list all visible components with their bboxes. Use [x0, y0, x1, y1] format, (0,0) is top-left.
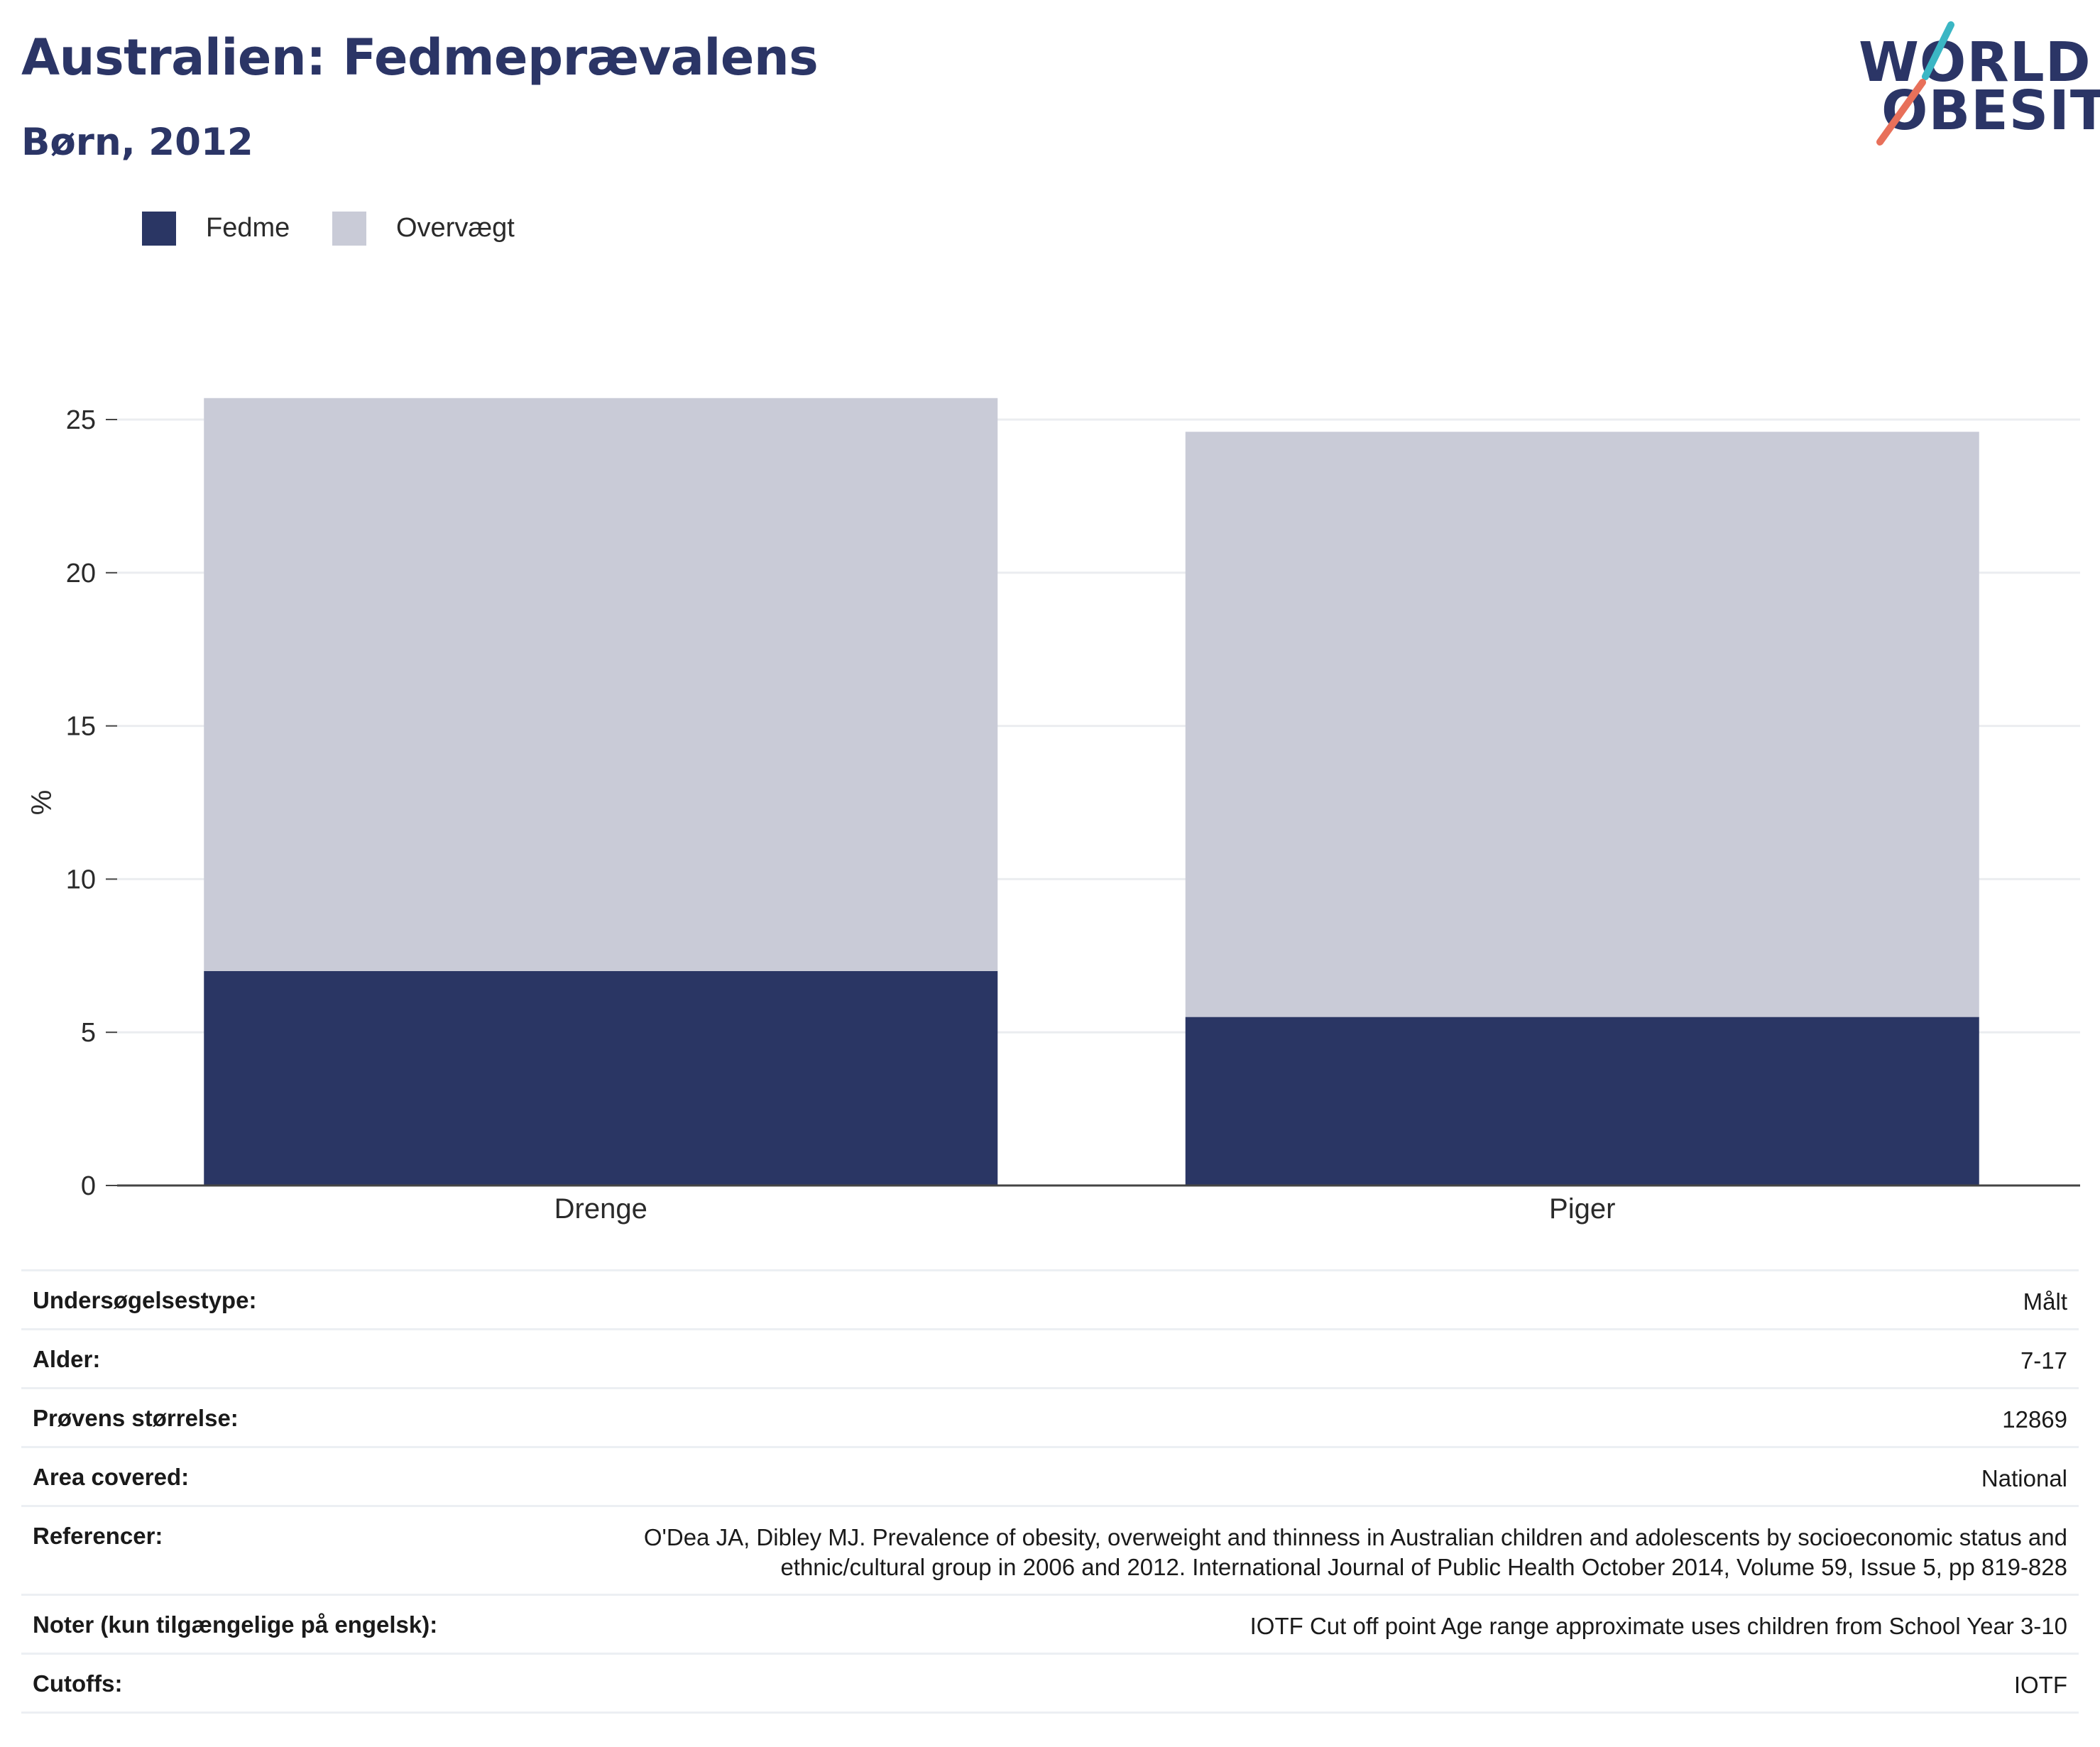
bar-overvgt-piger — [1185, 432, 1979, 1017]
info-row: Alder: 7-17 — [21, 1328, 2079, 1387]
x-tick-label: Drenge — [554, 1193, 647, 1225]
legend-swatch-overvaegt — [332, 212, 366, 246]
info-value: IOTF Cut off point Age range approximate… — [1249, 1613, 2067, 1639]
world-obesity-logo[interactable]: WORLD OBESITY — [1846, 21, 2100, 149]
y-tick-label: 10 — [66, 865, 96, 894]
info-value: National — [1981, 1465, 2067, 1491]
info-value: O'Dea JA, Dibley MJ. Prevalence of obesi… — [644, 1507, 2079, 1582]
info-row: Referencer: O'Dea JA, Dibley MJ. Prevalen… — [21, 1505, 2079, 1594]
bar-fedme-drenge — [204, 970, 998, 1185]
y-tick-label: 5 — [81, 1018, 96, 1048]
stacked-bar-chart: 0 5 10 15 20 25% Drenge Piger — [26, 398, 2080, 1225]
bar-fedme-piger — [1185, 1017, 1979, 1185]
info-value: 12869 — [2002, 1406, 2067, 1433]
info-row: Noter (kun tilgængelige på engelsk): IOTF… — [21, 1594, 2079, 1653]
info-value: Målt — [2023, 1288, 2067, 1315]
info-label: Undersøgelsestype: — [33, 1287, 257, 1313]
reference-line: O'Dea JA, Dibley MJ. Prevalence of obesi… — [643, 1524, 2067, 1550]
info-value: 7-17 — [2020, 1347, 2067, 1374]
page-subtitle: Børn, 2012 — [21, 121, 253, 164]
logo-line-1: WORLD — [1859, 31, 2091, 94]
info-row: Area covered: National — [21, 1446, 2079, 1505]
y-tick-label: 25 — [66, 405, 96, 435]
info-label: Area covered: — [33, 1464, 190, 1490]
legend-label-fedme: Fedme — [206, 213, 290, 243]
info-row: Prøvens størrelse: 12869 — [21, 1387, 2079, 1446]
page-title: Australien: Fedmeprævalens — [21, 28, 819, 87]
info-label: Prøvens størrelse: — [33, 1405, 239, 1431]
legend-swatch-fedme — [142, 212, 176, 246]
y-tick-label: 20 — [66, 559, 96, 588]
x-tick-label: Piger — [1549, 1193, 1615, 1225]
logo-slash-icon — [1876, 21, 1954, 146]
y-tick-label: 15 — [66, 712, 96, 742]
reference-line: ethnic/cultural group in 2006 and 2012. … — [780, 1554, 2067, 1580]
y-axis-label: % — [26, 790, 58, 816]
info-table: Undersøgelsestype: Målt Alder: 7-17 Prøvens … — [21, 1269, 2079, 1714]
info-label: Alder: — [33, 1346, 101, 1372]
bar-overvgt-drenge — [204, 398, 998, 971]
info-label: Referencer: — [33, 1523, 163, 1549]
info-row: Cutoffs: IOTF — [21, 1653, 2079, 1714]
info-label: Cutoffs: — [33, 1670, 123, 1697]
legend-label-overvaegt: Overvægt — [396, 213, 515, 243]
info-label: Noter (kun tilgængelige på engelsk): — [33, 1611, 438, 1638]
info-value: IOTF — [2013, 1672, 2067, 1698]
y-tick-label: 0 — [81, 1171, 96, 1201]
info-row: Undersøgelsestype: Målt — [21, 1269, 2079, 1328]
